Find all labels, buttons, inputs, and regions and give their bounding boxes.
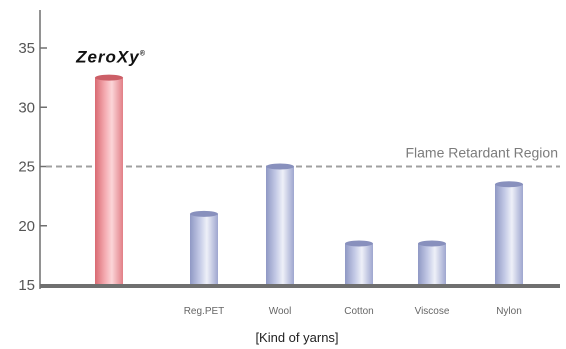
bar-cap-cotton — [345, 240, 373, 247]
y-axis-tick-labels: 15 20 25 30 35 — [18, 40, 47, 294]
bar-nylon — [495, 184, 523, 285]
x-category-label: Reg.PET — [184, 306, 225, 317]
reference-line-group: Flame Retardant Region — [46, 145, 560, 168]
bar-reg-pet — [190, 213, 218, 285]
bar-cap-viscose — [418, 240, 446, 247]
bar-cotton — [345, 243, 373, 285]
y-tick-label: 30 — [18, 99, 35, 116]
y-tick-label: 20 — [18, 218, 35, 235]
x-category-label: Viscose — [415, 306, 450, 317]
brand-logo-label: ZeroXy® — [75, 48, 146, 67]
x-category-label: Nylon — [496, 306, 522, 317]
x-axis-category-labels: Reg.PET Wool Cotton Viscose Nylon — [184, 306, 522, 317]
bar-cap-reg-pet — [190, 210, 218, 217]
bar-cap-nylon — [495, 181, 523, 188]
bar-zeroxy — [95, 77, 123, 285]
brand-registered-mark: ® — [140, 50, 146, 58]
y-tick-label: 35 — [18, 40, 35, 57]
bar-cap-zeroxy — [95, 74, 123, 81]
x-axis-title: [Kind of yarns] — [255, 330, 338, 345]
bars — [95, 74, 523, 285]
bar-wool — [266, 166, 294, 285]
bar-viscose — [418, 243, 446, 285]
x-category-label: Cotton — [344, 306, 373, 317]
x-category-label: Wool — [269, 306, 292, 317]
flame-retardant-label: Flame Retardant Region — [405, 145, 558, 161]
y-tick-label: 15 — [18, 277, 35, 294]
x-axis-baseline — [40, 284, 560, 288]
brand-logo-text: ZeroXy — [75, 48, 140, 67]
y-tick-label: 25 — [18, 159, 35, 176]
bar-cap-wool — [266, 163, 294, 170]
